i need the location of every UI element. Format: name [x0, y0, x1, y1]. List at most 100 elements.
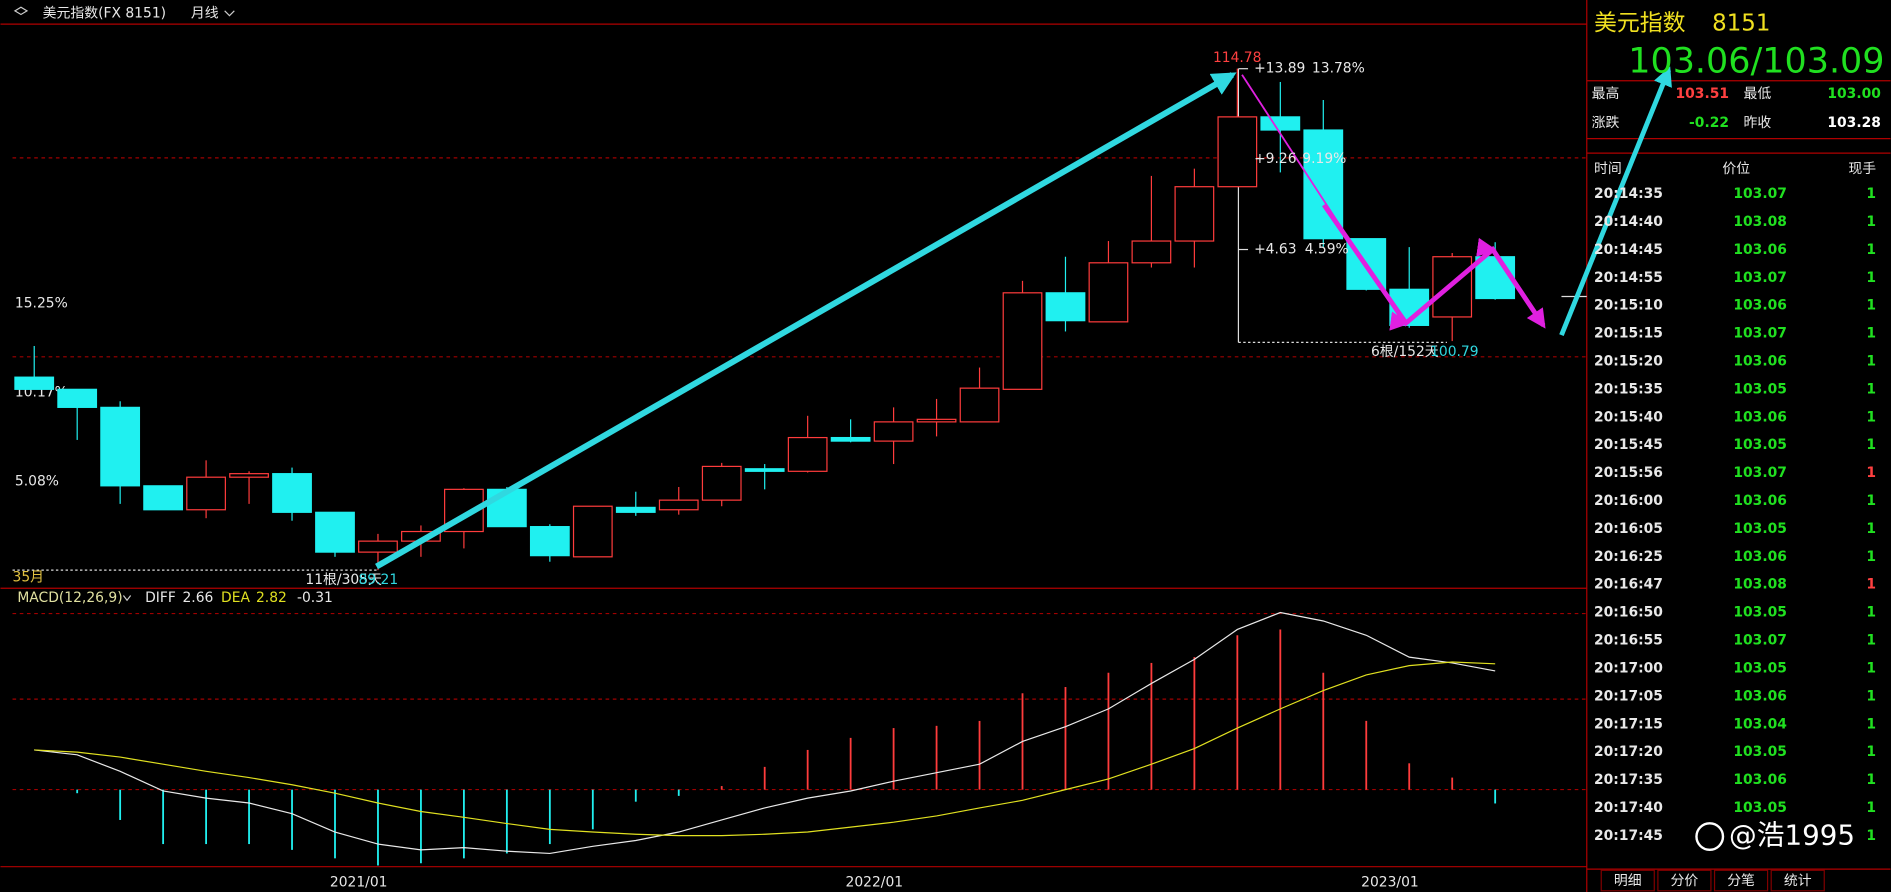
- tick-volume: 1: [1866, 214, 1876, 230]
- candle-body: [658, 499, 699, 511]
- tick-volume: 1: [1866, 605, 1876, 621]
- instrument: 美元指数(FX 8151): [43, 5, 166, 21]
- tab[interactable]: [1657, 869, 1712, 892]
- tick-list: 最高 103.51 最低 103.00 涨跌 -0.22 昨收 103.28 20:14:35 1…: [1592, 85, 1881, 892]
- candle-body: [1217, 116, 1258, 188]
- dropdown-icon[interactable]: [122, 595, 132, 602]
- macd-line: [34, 661, 1496, 837]
- annotation: 35月: [13, 569, 45, 585]
- candle-body: [1002, 292, 1043, 390]
- tick-time: 20:15:15: [1594, 326, 1663, 342]
- x-tick-label: 2022/01: [846, 874, 904, 890]
- tick-time: 20:15:40: [1594, 409, 1663, 425]
- stat-value: 103.00: [1827, 86, 1880, 102]
- stat-label: 涨跌: [1592, 115, 1620, 131]
- tick-volume: 1: [1866, 493, 1876, 509]
- annotation: 9.19%: [1302, 151, 1346, 167]
- tick-time: 20:15:10: [1594, 298, 1663, 314]
- candle-body: [572, 505, 613, 558]
- tab-label[interactable]: 分价: [1671, 873, 1699, 889]
- candle-body: [272, 473, 312, 513]
- period-selector[interactable]: 月线: [191, 5, 219, 21]
- candle-body: [358, 540, 398, 553]
- candle-body: [873, 421, 914, 442]
- stat-label: 最低: [1743, 86, 1771, 102]
- legend-name: DIFF: [145, 590, 176, 606]
- tick-time: 20:14:40: [1594, 214, 1663, 230]
- tick-price: 103.06: [1733, 354, 1786, 370]
- tick-volume: 1: [1866, 716, 1876, 732]
- tick-price: 103.05: [1733, 660, 1786, 676]
- tick-volume: 1: [1866, 381, 1876, 397]
- tick-price: 103.04: [1733, 716, 1786, 732]
- quote-name: 美元指数: [1594, 11, 1686, 37]
- tick-time: 20:15:35: [1594, 381, 1663, 397]
- tick-volume: 1: [1866, 633, 1876, 649]
- tick-time: 20:16:25: [1594, 549, 1663, 565]
- trend-arrow: [1322, 203, 1546, 331]
- annotation: 100.79: [1430, 344, 1479, 360]
- tick-volume: 1: [1866, 744, 1876, 760]
- tick-volume: 1: [1866, 688, 1876, 704]
- legend-name: DEA: [221, 590, 250, 606]
- tab[interactable]: [1713, 869, 1769, 892]
- candle-body: [57, 388, 98, 408]
- tick-time: 20:16:05: [1594, 521, 1663, 537]
- icon: [13, 6, 29, 16]
- tick-volume: 1: [1866, 354, 1876, 370]
- annotation: 6根/152天: [1371, 344, 1439, 360]
- tick-volume: 1: [1866, 660, 1876, 676]
- candle-body: [1260, 116, 1301, 131]
- tick-time: 20:16:00: [1594, 493, 1663, 509]
- candle-body: [1088, 262, 1129, 323]
- tab-label[interactable]: 明细: [1614, 873, 1642, 889]
- column-header: 现手: [1848, 161, 1876, 177]
- tick-price: 103.06: [1733, 409, 1786, 425]
- tick-time: 20:17:05: [1594, 688, 1663, 704]
- tick-price: 103.05: [1733, 521, 1786, 537]
- annotation: 13.78%: [1312, 61, 1365, 77]
- tick-time: 20:17:40: [1594, 800, 1663, 816]
- tick-time: 20:17:20: [1594, 744, 1663, 760]
- dropdown-icon[interactable]: [224, 10, 235, 17]
- stat-value: -0.22: [1689, 115, 1729, 131]
- tick-volume: 1: [1866, 828, 1876, 844]
- tick-time: 20:15:20: [1594, 354, 1663, 370]
- tick-volume: 1: [1866, 326, 1876, 342]
- tick-volume: 1: [1866, 270, 1876, 286]
- tab[interactable]: [1770, 869, 1825, 892]
- annotation: 4.59%: [1305, 242, 1349, 258]
- tick-price: 103.06: [1733, 549, 1786, 565]
- tick-volume: 1: [1866, 521, 1876, 537]
- tick-volume: 1: [1866, 549, 1876, 565]
- tab-label[interactable]: 统计: [1784, 873, 1812, 889]
- annotation: +9.26: [1254, 151, 1296, 167]
- candle-body: [959, 387, 1000, 423]
- tick-price: 103.05: [1733, 381, 1786, 397]
- tab-label[interactable]: 分笔: [1727, 873, 1755, 889]
- annotation: 89.21: [358, 572, 398, 588]
- tick-price: 103.05: [1733, 800, 1786, 816]
- tick-time: 20:16:47: [1594, 577, 1663, 593]
- legend-value: 2.82: [256, 590, 287, 606]
- stat-label: 昨收: [1743, 115, 1771, 131]
- tick-price: 103.07: [1733, 326, 1786, 342]
- tick-volume: 1: [1866, 437, 1876, 453]
- tick-price: 103.07: [1733, 186, 1786, 202]
- candle-body: [186, 476, 226, 511]
- tab[interactable]: [1600, 869, 1655, 892]
- tick-time: 20:16:50: [1594, 605, 1663, 621]
- candle-body: [1174, 186, 1215, 242]
- tick-volume: 1: [1866, 465, 1876, 481]
- tick-price: 103.08: [1733, 577, 1786, 593]
- candle-body: [744, 468, 785, 472]
- legend-value: -0.31: [297, 590, 333, 606]
- macd-line: [34, 611, 1496, 855]
- candle-body: [916, 418, 957, 423]
- tick-time: 20:15:56: [1594, 465, 1663, 481]
- legend-value: 2.66: [182, 590, 213, 606]
- annotation: 11根/305天: [305, 572, 382, 588]
- tick-time: 20:15:45: [1594, 437, 1663, 453]
- tick-time: 20:16:55: [1594, 633, 1663, 649]
